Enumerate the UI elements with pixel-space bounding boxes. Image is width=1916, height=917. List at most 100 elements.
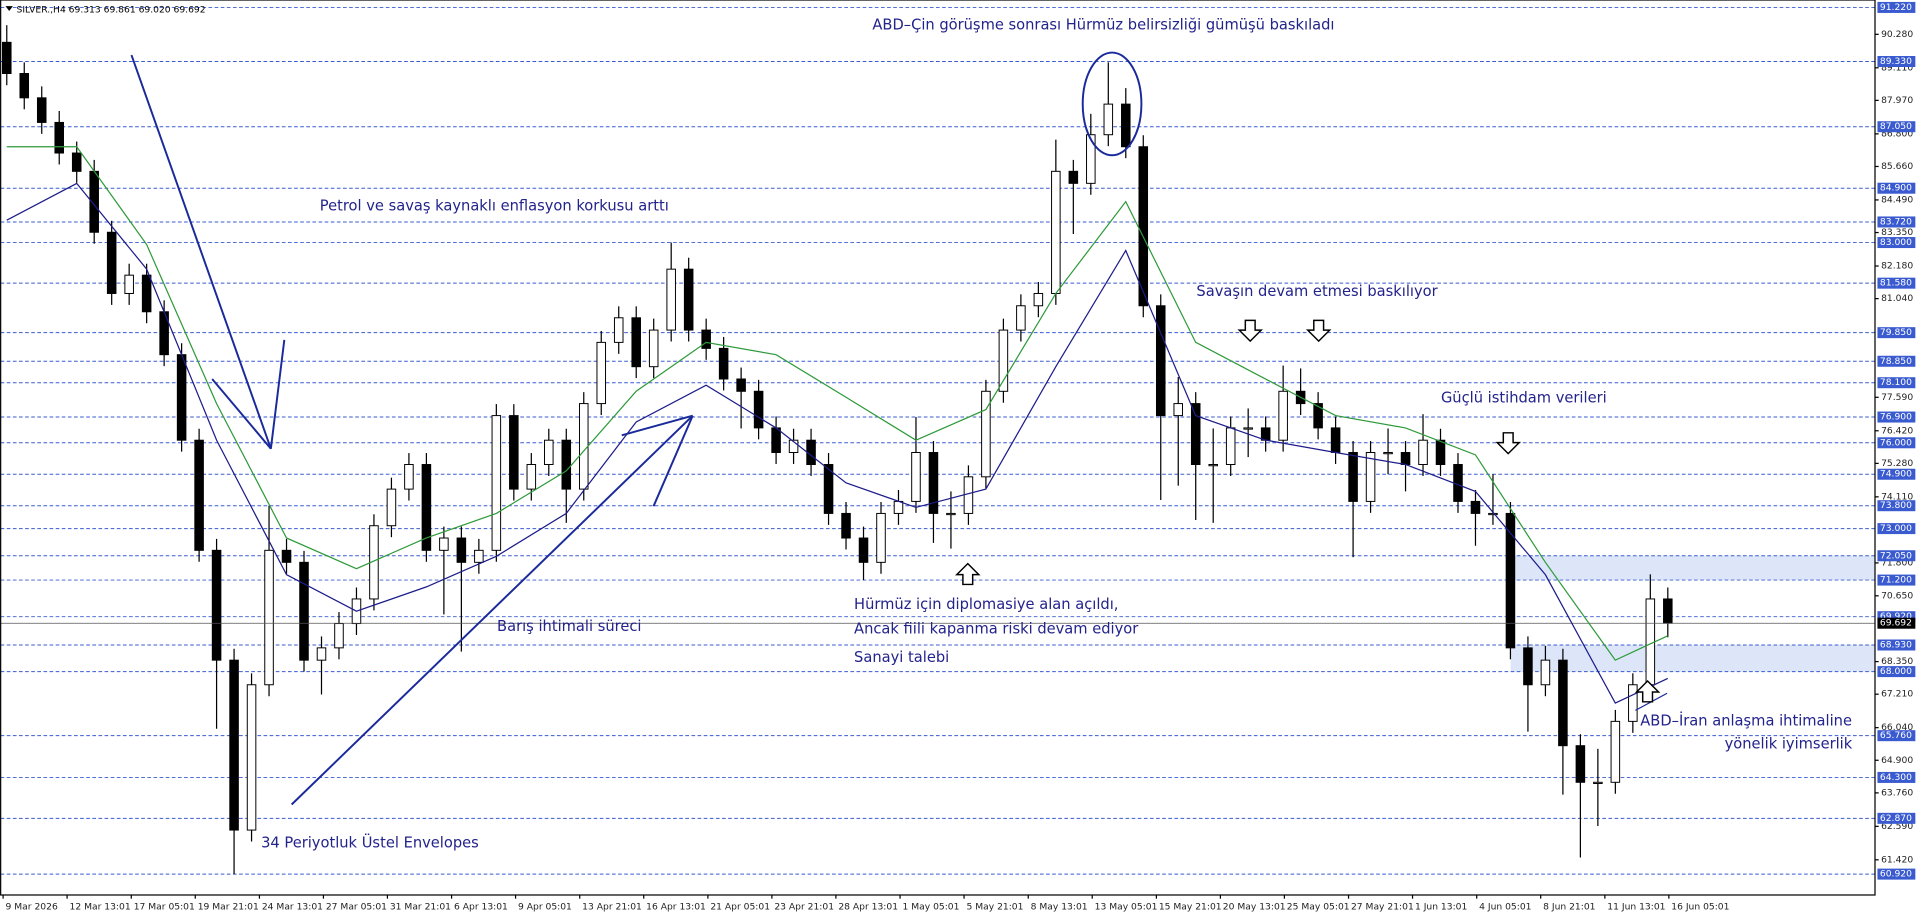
candle-body xyxy=(1505,512,1516,649)
annotation: Güçlü istihdam verileri xyxy=(1441,390,1607,407)
x-tick-label: 8 Jun 21:01 xyxy=(1543,902,1595,913)
arrows xyxy=(955,319,1661,703)
candle-body xyxy=(683,268,694,331)
x-tick-label: 4 Jun 05:01 xyxy=(1479,902,1531,913)
annotation: ABD–İran anlaşma ihtimaline xyxy=(1640,711,1852,729)
level-label-box xyxy=(1877,1,1916,13)
candle-body xyxy=(1208,464,1218,467)
level-label-box xyxy=(1877,666,1916,678)
candle-body xyxy=(1593,781,1603,785)
level-label-box xyxy=(1877,771,1916,783)
level-label-box xyxy=(1877,437,1916,449)
level-label-box xyxy=(1877,868,1916,880)
x-tick-label: 11 Jun 13:01 xyxy=(1607,902,1665,913)
candle-body xyxy=(509,415,519,490)
annotation: Ancak fiili kapanma riski devam ediyor xyxy=(854,621,1139,638)
candle-body xyxy=(439,537,449,551)
candle-body xyxy=(194,439,204,551)
x-tick-label: 27 May 21:01 xyxy=(1351,902,1414,913)
candle-body xyxy=(106,231,117,294)
candle-body xyxy=(526,464,537,490)
current-price-box xyxy=(1877,617,1916,629)
candle-body xyxy=(1400,452,1411,466)
y-tick-label: 71.800 xyxy=(1881,557,1913,568)
y-tick-label: 62.590 xyxy=(1881,821,1913,832)
candle-body xyxy=(124,274,134,294)
candle-body xyxy=(71,152,82,172)
candle-body xyxy=(648,329,659,368)
candle-body xyxy=(753,390,764,429)
candle-body xyxy=(578,403,589,490)
candle-body xyxy=(386,488,397,527)
y-tick-label: 87.970 xyxy=(1881,95,1913,106)
level-label: 68.930 xyxy=(1880,640,1912,651)
candle-body xyxy=(1016,305,1026,331)
zone xyxy=(1510,555,1875,581)
level-label-box xyxy=(1877,377,1916,389)
y-tick-label: 84.490 xyxy=(1881,194,1913,205)
level-label: 65.760 xyxy=(1880,730,1912,741)
candle-body xyxy=(1243,427,1253,430)
trend-line xyxy=(290,415,694,806)
candle-body xyxy=(1190,403,1201,466)
candle-body xyxy=(1348,452,1358,502)
candle-body xyxy=(1138,146,1149,307)
candle-body xyxy=(963,476,974,514)
level-label: 73.800 xyxy=(1880,500,1912,511)
y-tick-label: 77.590 xyxy=(1881,392,1913,403)
y-tick-label: 61.420 xyxy=(1881,854,1913,865)
candle-body xyxy=(771,427,781,453)
x-tick-label: 17 Mar 05:01 xyxy=(134,902,195,913)
annotations: ABD–Çin görüşme sonrası Hürmüz belirsizl… xyxy=(261,17,1853,852)
envelope-line xyxy=(6,182,1669,704)
highlight-ellipse xyxy=(1081,51,1143,157)
x-tick-label: 1 May 05:01 xyxy=(903,902,960,913)
candle-body xyxy=(893,500,904,514)
level-label: 69.920 xyxy=(1880,611,1912,622)
candle-body xyxy=(1313,403,1323,429)
down-arrow xyxy=(1305,319,1332,343)
candle-body xyxy=(666,268,676,331)
candle-body xyxy=(1033,292,1044,307)
candle-body xyxy=(858,537,869,563)
level-label-box xyxy=(1877,550,1916,562)
candle-body xyxy=(823,464,834,514)
level-label-box xyxy=(1877,611,1916,623)
x-tick-label: 27 Mar 05:01 xyxy=(326,902,387,913)
candle-body xyxy=(998,329,1009,392)
y-tick-label: 81.040 xyxy=(1881,293,1913,304)
candle-body xyxy=(176,354,187,441)
x-tick-label: 24 Mar 13:01 xyxy=(262,902,323,913)
candle-body xyxy=(1103,103,1114,136)
candle-body xyxy=(928,452,939,514)
up-arrow xyxy=(955,562,981,586)
candle-body xyxy=(788,439,799,453)
level-label: 72.050 xyxy=(1880,550,1912,561)
level-label-box xyxy=(1877,55,1916,67)
y-tick-label: 70.650 xyxy=(1881,590,1913,601)
candle-body xyxy=(1121,103,1131,148)
candle-body xyxy=(1365,452,1376,502)
candle-body xyxy=(1488,512,1498,516)
candle-body xyxy=(474,549,484,563)
down-arrow xyxy=(1237,319,1263,343)
level-label: 84.900 xyxy=(1880,183,1912,194)
candle-body xyxy=(1540,659,1551,686)
candle-body xyxy=(404,464,414,490)
level-label: 60.920 xyxy=(1880,869,1912,880)
annotation: Hürmüz için diplomasiye alan açıldı, xyxy=(854,596,1118,613)
candle-body xyxy=(1278,390,1288,441)
candle-body xyxy=(2,41,12,74)
candle-body xyxy=(596,341,607,405)
x-tick-label: 20 May 13:01 xyxy=(1223,902,1286,913)
candle-body xyxy=(334,623,344,649)
candle-body xyxy=(421,464,432,551)
level-label-box xyxy=(1877,182,1916,194)
envelope-line xyxy=(6,146,1669,661)
candle-body xyxy=(1470,500,1481,514)
level-label-box xyxy=(1877,216,1916,228)
level-label-box xyxy=(1877,500,1916,512)
x-tick-label: 13 May 05:01 xyxy=(1095,902,1158,913)
